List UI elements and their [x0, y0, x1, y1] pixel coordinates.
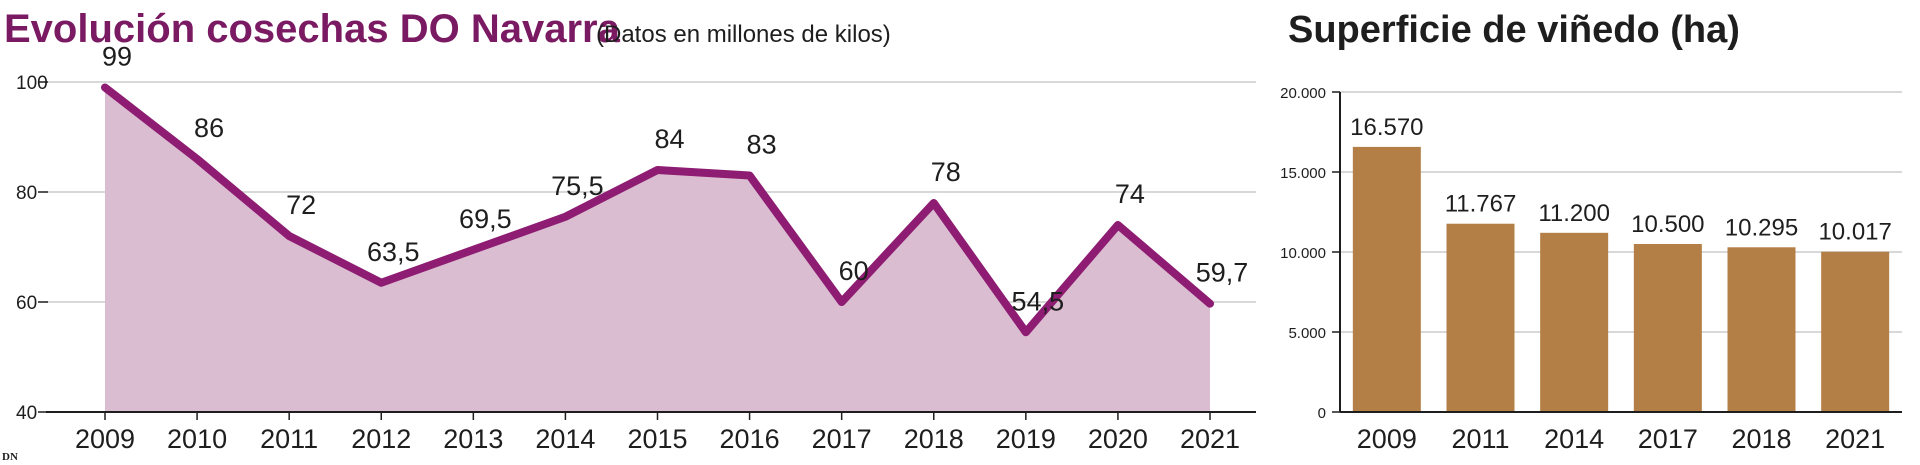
harvest-x-tick-label: 2021	[1180, 424, 1240, 454]
harvest-x-tick-label: 2017	[812, 424, 872, 454]
vineyard-data-label: 10.295	[1725, 214, 1798, 241]
harvest-point-2013	[470, 246, 477, 253]
harvest-x-tick-label: 2020	[1088, 424, 1148, 454]
harvest-x-tick-label: 2010	[167, 424, 227, 454]
vineyard-chart: Superficie de viñedo (ha) 16.570 11.767 11…	[1280, 9, 1902, 454]
harvest-x-tick-label: 2013	[443, 424, 503, 454]
vineyard-gridlines	[1340, 91, 1902, 333]
vineyard-x-tick-label: 2011	[1451, 424, 1509, 454]
vineyard-y-tick-label: 10.000	[1280, 245, 1326, 262]
vineyard-y-tick-label: 20.000	[1280, 85, 1326, 102]
vineyard-bar-2017	[1633, 244, 1702, 412]
vineyard-bar-2021	[1821, 251, 1890, 412]
vineyard-x-tick-label: 2017	[1638, 424, 1698, 454]
harvest-data-label: 78	[931, 157, 961, 187]
harvest-data-label: 75,5	[551, 171, 604, 201]
harvest-y-tick-label: 80	[16, 183, 37, 204]
harvest-data-label: 54,5	[1012, 286, 1065, 316]
harvest-x-tick-label: 2014	[535, 424, 595, 454]
vineyard-data-label: 10.017	[1818, 219, 1891, 246]
harvest-y-tick-label: 40	[16, 403, 37, 424]
vineyard-y-tick-label: 15.000	[1280, 165, 1326, 182]
vineyard-bar-2011	[1446, 223, 1515, 412]
vineyard-bar-2018	[1727, 247, 1796, 412]
vineyard-chart-title: Superficie de viñedo (ha)	[1288, 9, 1740, 51]
harvest-point-2016	[746, 172, 753, 179]
harvest-data-label: 59,7	[1196, 258, 1249, 288]
harvest-data-label: 74	[1115, 179, 1145, 209]
publisher-logo: DN	[2, 451, 18, 463]
harvest-point-2009	[102, 84, 108, 91]
harvest-x-tick-label: 2012	[351, 424, 411, 454]
vineyard-data-label: 11.200	[1538, 200, 1610, 227]
harvest-x-tick-label: 2009	[75, 424, 135, 454]
vineyard-data-label: 11.767	[1445, 191, 1517, 218]
harvest-data-label: 83	[747, 130, 777, 160]
vineyard-bar-2014	[1540, 232, 1609, 412]
harvest-point-2019	[1022, 329, 1029, 336]
harvest-point-2015	[654, 167, 661, 173]
vineyard-data-label: 16.570	[1350, 114, 1423, 141]
harvest-chart: Evolución cosechas DO Navarra (Datos en …	[4, 7, 1256, 454]
harvest-y-axis: 100 80 60 40	[16, 73, 48, 424]
harvest-x-tick-label: 2018	[904, 424, 964, 454]
harvest-point-2017	[838, 299, 845, 305]
harvest-x-tick-label: 2019	[996, 424, 1056, 454]
harvest-point-2018	[930, 200, 937, 206]
harvest-x-axis: 2009 2010 2011 2012 2013 2014 2015 2016 2017 2018…	[75, 412, 1240, 454]
harvest-x-tick-label: 2015	[627, 424, 687, 454]
vineyard-x-tick-label: 2018	[1731, 424, 1791, 454]
vineyard-bar-2009	[1352, 146, 1421, 412]
harvest-area	[105, 87, 1210, 412]
harvest-data-label: 99	[102, 42, 132, 72]
harvest-point-2020	[1114, 222, 1121, 228]
harvest-y-tick-label: 60	[16, 293, 37, 314]
vineyard-y-axis: 20.000 15.000 10.000 5.000 0	[1280, 85, 1340, 422]
harvest-y-tick-label: 100	[16, 73, 48, 94]
harvest-x-tick-label: 2016	[720, 424, 780, 454]
vineyard-x-tick-label: 2021	[1825, 424, 1885, 454]
harvest-data-label: 86	[194, 113, 224, 143]
harvest-data-label: 60	[839, 256, 869, 286]
harvest-data-label: 72	[286, 190, 316, 220]
harvest-chart-subtitle: (Datos en millones de kilos)	[596, 21, 891, 48]
harvest-point-2012	[378, 279, 385, 286]
vineyard-y-tick-label: 5.000	[1288, 325, 1326, 342]
vineyard-x-tick-label: 2014	[1544, 424, 1604, 454]
vineyard-data-label: 10.500	[1631, 211, 1704, 238]
harvest-chart-title: Evolución cosechas DO Navarra	[4, 7, 621, 51]
harvest-data-labels: 99 86 72 63,5 69,5 75,5 84 83 60 78 54,5 74 59,7	[102, 42, 1248, 336]
harvest-data-label: 63,5	[367, 237, 420, 267]
harvest-point-2021	[1207, 300, 1213, 307]
vineyard-bars	[1352, 146, 1890, 412]
harvest-point-2014	[562, 213, 569, 220]
vineyard-data-labels: 16.570 11.767 11.200 10.500 10.295 10.017	[1350, 114, 1892, 246]
harvest-data-label: 69,5	[459, 204, 512, 234]
harvest-point-2011	[286, 233, 293, 239]
harvest-x-tick-label: 2011	[260, 424, 318, 454]
harvest-data-label: 84	[654, 124, 684, 154]
vineyard-x-tick-label: 2009	[1357, 424, 1417, 454]
vineyard-x-axis: 2009 2011 2014 2017 2018 2021	[1357, 424, 1885, 454]
harvest-point-2010	[194, 156, 201, 162]
vineyard-y-tick-label: 0	[1318, 405, 1326, 422]
